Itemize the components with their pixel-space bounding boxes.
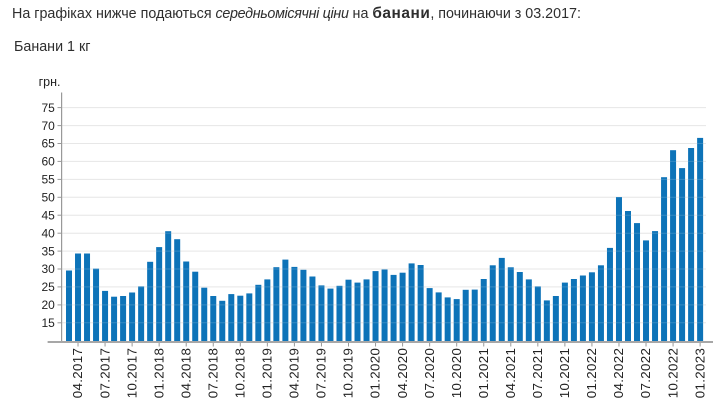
svg-text:10.2021: 10.2021 (557, 348, 572, 399)
svg-text:01.2022: 01.2022 (584, 348, 599, 399)
svg-text:70: 70 (41, 119, 55, 133)
svg-text:07.2022: 07.2022 (638, 348, 653, 399)
svg-text:04.2020: 04.2020 (395, 348, 410, 399)
svg-text:01.2023: 01.2023 (692, 348, 707, 399)
svg-text:15: 15 (41, 316, 55, 330)
svg-text:07.2017: 07.2017 (97, 348, 112, 399)
svg-text:30: 30 (41, 262, 55, 276)
svg-text:01.2020: 01.2020 (368, 348, 383, 399)
svg-text:04.2017: 04.2017 (70, 348, 85, 399)
svg-text:10.2020: 10.2020 (449, 348, 464, 399)
svg-text:65: 65 (41, 137, 55, 151)
svg-text:25: 25 (41, 280, 55, 294)
svg-text:45: 45 (41, 208, 55, 222)
svg-text:07.2021: 07.2021 (530, 348, 545, 399)
svg-text:10.2017: 10.2017 (124, 348, 139, 399)
svg-text:01.2018: 01.2018 (151, 348, 166, 399)
svg-text:07.2020: 07.2020 (422, 348, 437, 399)
svg-text:04.2021: 04.2021 (503, 348, 518, 399)
svg-text:01.2021: 01.2021 (476, 348, 491, 399)
svg-text:60: 60 (41, 155, 55, 169)
svg-text:07.2018: 07.2018 (205, 348, 220, 399)
svg-text:50: 50 (41, 191, 55, 205)
svg-text:10.2019: 10.2019 (341, 348, 356, 399)
svg-text:10.2022: 10.2022 (665, 348, 680, 399)
svg-text:35: 35 (41, 244, 55, 258)
svg-text:10.2018: 10.2018 (233, 348, 248, 399)
svg-text:04.2019: 04.2019 (287, 348, 302, 399)
svg-text:20: 20 (41, 298, 55, 312)
svg-text:01.2019: 01.2019 (260, 348, 275, 399)
svg-text:40: 40 (41, 226, 55, 240)
svg-text:55: 55 (41, 173, 55, 187)
svg-text:грн.: грн. (39, 75, 61, 89)
svg-text:04.2022: 04.2022 (611, 348, 626, 399)
svg-text:04.2018: 04.2018 (178, 348, 193, 399)
svg-text:07.2019: 07.2019 (314, 348, 329, 399)
svg-text:75: 75 (41, 101, 55, 115)
